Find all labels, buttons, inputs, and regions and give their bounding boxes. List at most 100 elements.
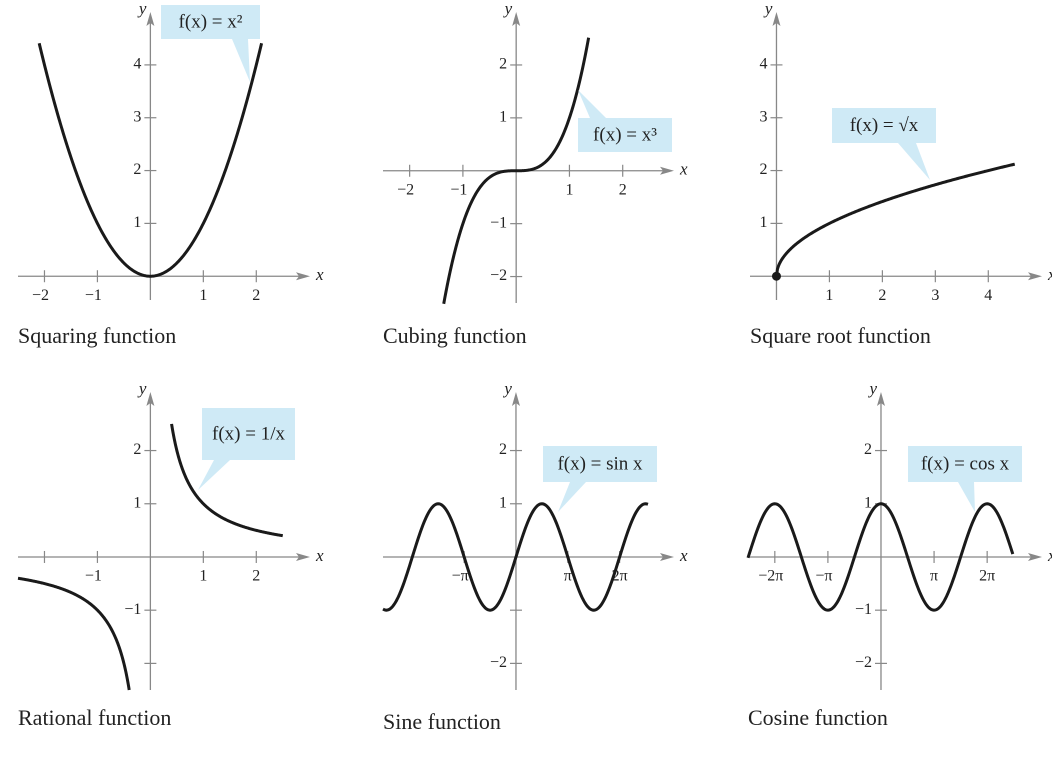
y-arrow xyxy=(772,12,781,26)
panel-title: Rational function xyxy=(18,705,171,730)
y-tick-label: 1 xyxy=(133,214,141,231)
y-tick-label: 2 xyxy=(759,161,767,178)
x-tick-label: −2 xyxy=(32,287,49,304)
function-curve xyxy=(17,576,131,691)
x-tick-label: −π xyxy=(452,568,469,585)
x-axis-label: x xyxy=(315,546,324,565)
function-label: f(x) = 1/x xyxy=(212,423,285,444)
x-tick-label: π xyxy=(930,568,938,585)
y-tick-label: 2 xyxy=(499,441,507,458)
x-tick-label: 2 xyxy=(619,181,627,198)
y-axis-label: y xyxy=(763,0,773,18)
y-axis-label: y xyxy=(137,379,147,398)
function-label: f(x) = √x xyxy=(850,115,919,136)
y-arrow xyxy=(146,392,155,406)
x-tick-label: 2π xyxy=(979,568,995,585)
y-tick-label: −1 xyxy=(124,601,141,618)
panel: x y −2π −π π 2π −2 −1 1 2 f(x) = cos x Cosine funct… xyxy=(746,379,1052,730)
y-tick-label: −2 xyxy=(490,267,507,284)
x-tick-label: π xyxy=(564,568,572,585)
x-tick-label: −1 xyxy=(85,287,102,304)
x-axis-label: x xyxy=(315,265,324,284)
y-axis-label: y xyxy=(502,379,512,398)
x-axis-label: x xyxy=(679,160,688,179)
x-axis-label: x xyxy=(1047,265,1052,284)
function-curve xyxy=(37,42,264,278)
endpoint-dot xyxy=(771,271,781,281)
y-arrow xyxy=(876,392,885,406)
function-label: f(x) = x³ xyxy=(593,124,657,145)
x-tick-label: 4 xyxy=(984,287,992,304)
panel: x y −1 1 2 −1 1 2 f(x) = 1/x Rational function xyxy=(17,379,324,730)
function-curve xyxy=(442,37,591,305)
y-tick-label: 2 xyxy=(133,441,141,458)
x-tick-label: 1 xyxy=(199,568,207,585)
y-tick-label: 1 xyxy=(499,494,507,511)
x-tick-label: 2 xyxy=(252,287,260,304)
panel-title: Square root function xyxy=(750,323,931,348)
y-arrow xyxy=(146,12,155,26)
callout-pointer xyxy=(898,143,930,180)
callout-box xyxy=(543,446,657,482)
x-arrow xyxy=(296,272,310,281)
y-axis-label: y xyxy=(137,0,147,18)
y-tick-label: 2 xyxy=(499,56,507,73)
function-curve xyxy=(774,162,1016,277)
y-tick-label: 2 xyxy=(864,441,872,458)
callout-pointer xyxy=(578,90,606,118)
callout-box xyxy=(202,408,295,460)
y-tick-label: −1 xyxy=(490,214,507,231)
panel: x y −2 −1 1 2 −2 −1 1 2 f(x) = x³ Cubing function xyxy=(383,0,688,348)
panel-title: Squaring function xyxy=(18,323,176,348)
x-tick-label: 2 xyxy=(878,287,886,304)
y-axis-label: y xyxy=(867,379,877,398)
panel-title: Cosine function xyxy=(748,705,888,730)
x-tick-label: 2 xyxy=(252,568,260,585)
y-tick-label: 3 xyxy=(759,108,767,125)
y-tick-label: 2 xyxy=(133,161,141,178)
x-arrow xyxy=(296,552,310,561)
function-label: f(x) = x² xyxy=(179,11,243,32)
x-tick-label: 1 xyxy=(565,181,573,198)
y-arrow xyxy=(511,392,520,406)
panel: x y −2 −1 1 2 1 2 3 4 f(x) = x² Squaring function xyxy=(18,0,324,348)
y-tick-label: 1 xyxy=(759,214,767,231)
y-tick-label: −1 xyxy=(855,601,872,618)
y-tick-label: 4 xyxy=(133,56,141,73)
y-tick-label: 1 xyxy=(133,494,141,511)
x-tick-label: −1 xyxy=(85,568,102,585)
x-tick-label: −2 xyxy=(397,181,414,198)
callout-box xyxy=(161,5,260,39)
callout-pointer xyxy=(198,460,230,490)
x-axis-label: x xyxy=(679,546,688,565)
x-tick-label: 1 xyxy=(825,287,833,304)
x-arrow xyxy=(660,552,674,561)
x-tick-label: −π xyxy=(815,568,832,585)
y-axis-label: y xyxy=(503,0,513,18)
panel-title: Sine function xyxy=(383,709,501,734)
panel-title: Cubing function xyxy=(383,323,527,348)
callout-pointer xyxy=(558,482,586,512)
x-tick-label: −2π xyxy=(758,568,783,585)
function-label: f(x) = cos x xyxy=(921,453,1010,474)
y-tick-label: 4 xyxy=(759,56,767,73)
function-curve xyxy=(382,502,649,612)
callout-box xyxy=(908,446,1022,482)
y-tick-label: 1 xyxy=(499,109,507,126)
function-label: f(x) = sin x xyxy=(557,453,643,474)
function-curve xyxy=(746,502,1015,612)
y-arrow xyxy=(512,12,521,26)
panel: x y 1 2 3 4 1 2 3 4 f(x) = √x Square root function xyxy=(750,0,1052,348)
x-tick-label: −1 xyxy=(450,181,467,198)
y-tick-label: −2 xyxy=(490,654,507,671)
function-curve xyxy=(170,423,284,538)
x-axis-label: x xyxy=(1047,546,1052,565)
x-tick-label: 3 xyxy=(931,287,939,304)
callout-box xyxy=(578,118,672,152)
x-arrow xyxy=(660,166,674,175)
callout-pointer xyxy=(958,482,975,512)
x-tick-label: 1 xyxy=(199,287,207,304)
y-tick-label: −2 xyxy=(855,654,872,671)
